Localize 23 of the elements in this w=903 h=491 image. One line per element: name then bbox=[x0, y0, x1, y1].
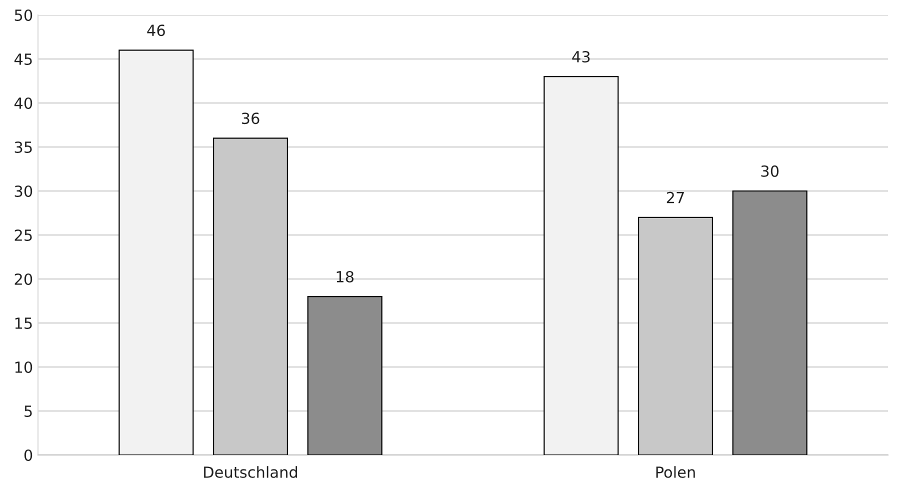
bar bbox=[544, 76, 619, 455]
y-tick-label: 15 bbox=[15, 318, 32, 330]
y-tick-label: 5 bbox=[24, 406, 32, 418]
x-tick-label: Polen bbox=[656, 466, 695, 478]
bar bbox=[732, 190, 808, 455]
bar bbox=[307, 296, 382, 455]
y-tick-label: 0 bbox=[24, 449, 32, 462]
data-label: 43 bbox=[572, 50, 590, 63]
y-tick-label: 50 bbox=[14, 9, 32, 22]
bar bbox=[118, 50, 194, 455]
y-tick-label: 25 bbox=[14, 229, 32, 242]
y-tick-label: 30 bbox=[14, 185, 32, 198]
x-tick-label: Deutschland bbox=[204, 466, 298, 478]
data-label: 46 bbox=[147, 24, 165, 36]
y-tick-label: 20 bbox=[14, 273, 32, 286]
data-label: 27 bbox=[666, 192, 684, 204]
data-label: 30 bbox=[761, 165, 779, 177]
y-tick-label: 45 bbox=[14, 54, 32, 66]
y-tick-label: 35 bbox=[14, 141, 32, 154]
data-label: 18 bbox=[336, 270, 354, 283]
data-label: 36 bbox=[242, 112, 260, 124]
y-tick-label: 40 bbox=[14, 97, 32, 110]
y-tick-label: 10 bbox=[15, 361, 32, 374]
